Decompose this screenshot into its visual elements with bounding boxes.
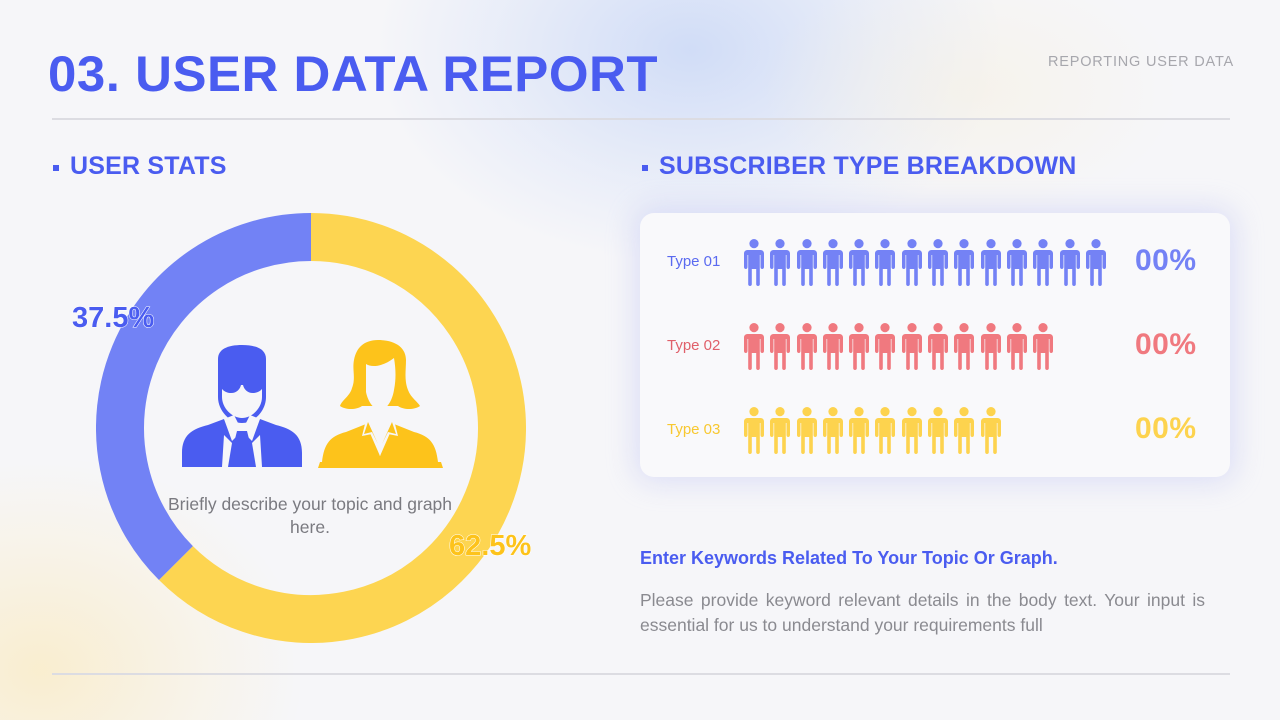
subscriber-breakdown-card: Type 01 00% Type 02 00% Type 03 00%: [640, 213, 1230, 477]
person-icon: [770, 239, 791, 286]
type-label: Type 02: [667, 337, 721, 354]
person-icon: [1033, 323, 1054, 370]
user-stats-heading-text: USER STATS: [70, 152, 227, 180]
type-percent: 00%: [1135, 244, 1197, 277]
donut-caption: Briefly describe your topic and graph he…: [167, 494, 453, 537]
person-icon: [954, 407, 975, 454]
keywords-heading: Enter Keywords Related To Your Topic Or …: [640, 548, 1058, 568]
subscriber-row-type-03: Type 03 00%: [640, 405, 1230, 455]
businesswoman-icon: [318, 340, 443, 468]
person-icon: [1006, 323, 1027, 370]
donut-chart: [96, 213, 526, 643]
subscriber-row-type-02: Type 02 00%: [640, 321, 1230, 371]
subscriber-breakdown-heading: SUBSCRIBER TYPE BREAKDOWN: [642, 152, 1077, 181]
person-icon: [1033, 239, 1054, 286]
person-icon: [822, 323, 843, 370]
person-icon: [770, 323, 791, 370]
pictogram-people: [744, 239, 1112, 287]
page-title: 03. USER DATA REPORT: [48, 46, 659, 102]
donut-label-female: 62.5%: [448, 530, 532, 563]
person-icon: [1006, 239, 1027, 286]
person-icon: [744, 239, 764, 286]
person-icon: [822, 407, 843, 454]
person-icon: [980, 323, 1001, 370]
person-icon: [980, 407, 1001, 454]
person-icon: [875, 323, 896, 370]
pictogram-people: [744, 407, 1007, 455]
person-icon: [1059, 239, 1080, 286]
person-icon: [928, 407, 949, 454]
bottom-divider: [52, 673, 1230, 675]
person-icon: [822, 239, 843, 286]
person-icon: [901, 323, 922, 370]
person-icon: [796, 323, 817, 370]
donut-label-male: 37.5%: [71, 302, 155, 335]
keywords-body: Please provide keyword relevant details …: [640, 590, 1205, 635]
pictogram-people: [744, 323, 1060, 371]
person-icon: [954, 239, 975, 286]
type-label: Type 03: [667, 421, 721, 438]
person-icon: [928, 323, 949, 370]
donut-segment-female: [159, 213, 526, 643]
person-icon: [980, 239, 1001, 286]
person-icon: [796, 239, 817, 286]
type-label: Type 01: [667, 253, 721, 270]
person-icon: [849, 323, 870, 370]
person-icon: [744, 407, 764, 454]
person-icon: [744, 323, 764, 370]
subscriber-breakdown-heading-text: SUBSCRIBER TYPE BREAKDOWN: [659, 152, 1077, 180]
person-icon: [875, 407, 896, 454]
user-stats-heading: USER STATS: [53, 152, 227, 181]
person-icon: [796, 407, 817, 454]
person-icon: [1085, 239, 1106, 286]
person-icon: [849, 239, 870, 286]
subscriber-row-type-01: Type 01 00%: [640, 237, 1230, 287]
person-icon: [770, 407, 791, 454]
top-divider: [52, 118, 1230, 120]
person-icon: [954, 323, 975, 370]
person-icon: [875, 239, 896, 286]
background-glow-warm: [760, 0, 1180, 220]
type-percent: 00%: [1135, 412, 1197, 445]
donut-segment-male: [96, 213, 312, 581]
person-icon: [901, 239, 922, 286]
person-icon: [901, 407, 922, 454]
bullet-square: [642, 164, 648, 171]
bullet-square: [53, 164, 59, 171]
person-icon: [928, 239, 949, 286]
page-subtitle: REPORTING USER DATA: [1048, 54, 1234, 70]
donut-svg: [96, 213, 526, 643]
type-percent: 00%: [1135, 328, 1197, 361]
businessman-icon: [182, 345, 302, 467]
person-icon: [849, 407, 870, 454]
